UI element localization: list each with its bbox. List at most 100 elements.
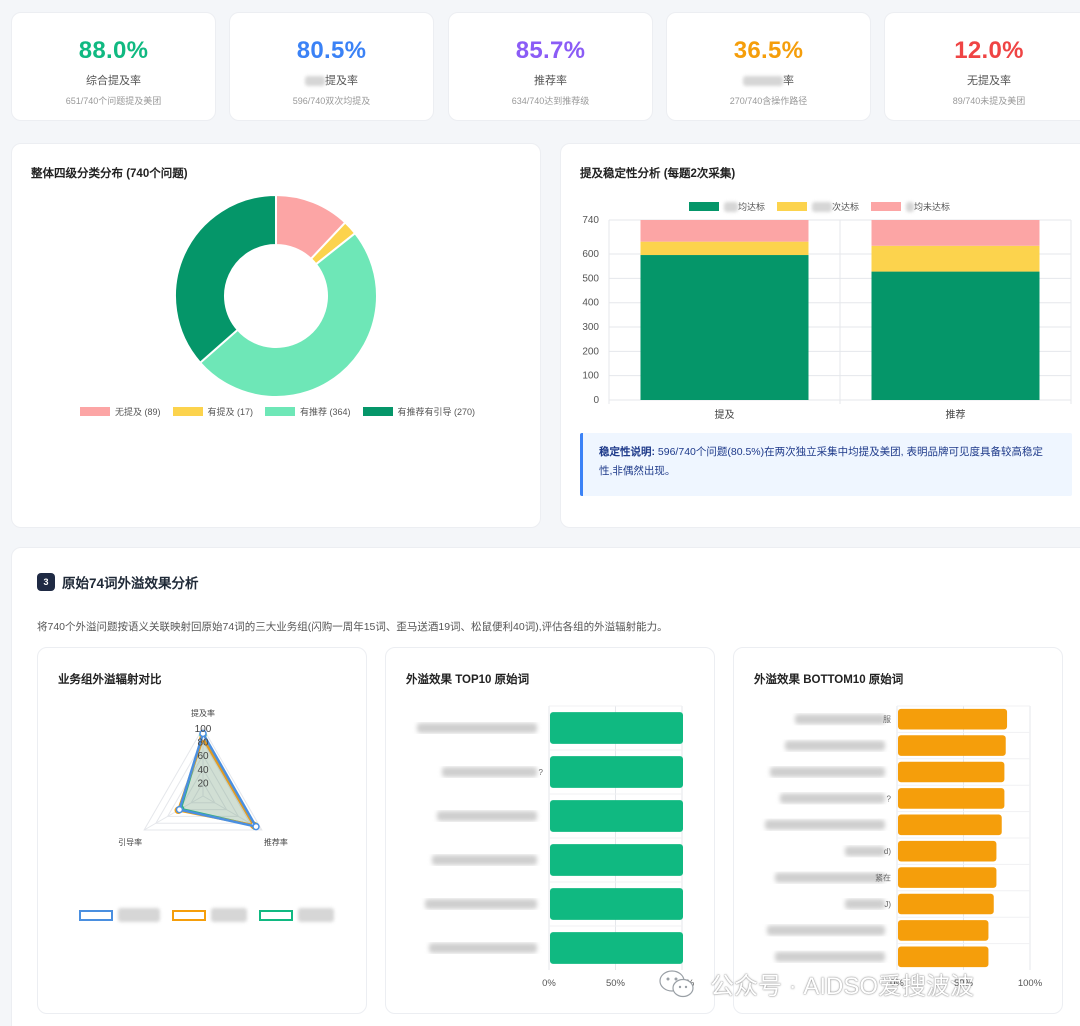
- kpi-value: 88.0%: [78, 37, 149, 64]
- legend-item: 次达标: [777, 200, 859, 213]
- legend-item: 有提及 (17): [172, 405, 254, 418]
- bar-label-fragment: ?: [539, 768, 544, 777]
- donut-slice: [198, 231, 378, 398]
- hbar: [898, 920, 989, 941]
- redacted-text: [724, 201, 738, 212]
- bar-label-fragment: J): [884, 900, 891, 909]
- kpi-sub: 596/740双次均提及: [292, 96, 371, 106]
- redacted-label: [442, 767, 537, 777]
- legend-swatch: [265, 407, 296, 416]
- y-tick-label: 100: [582, 371, 599, 382]
- kpi-sub: 651/740个问题提及美团: [65, 96, 162, 106]
- hbar: [898, 788, 1005, 809]
- radar-grid: [190, 781, 216, 804]
- kpi-card-recommend: 85.7% 推荐率 634/740达到推荐级: [448, 12, 653, 121]
- note-text: 596/740个问题(80.5%)在两次独立采集中均提及美团, 表明品牌可见度具…: [599, 446, 1043, 477]
- donut-slice: [174, 193, 277, 365]
- redacted-label: [845, 899, 885, 909]
- stack-bar-segment: [871, 271, 1040, 400]
- redacted-label: [775, 951, 885, 962]
- hbar: [550, 800, 683, 832]
- x-tick-label: 50%: [606, 978, 626, 989]
- redacted-text: [118, 908, 160, 922]
- kpi-label: 综合提及率: [86, 75, 141, 87]
- legend-swatch: [172, 407, 203, 416]
- wechat-icon: [659, 969, 694, 997]
- hbar: [898, 867, 997, 888]
- legend-swatch: [172, 909, 206, 921]
- redacted-label: [765, 819, 885, 830]
- redacted-label: [845, 846, 885, 857]
- legend-label: 有提及 (17): [207, 407, 254, 417]
- donut-card: 整体四级分类分布 (740个问题) 无提及 (89) 有提及 (17) 有推荐 …: [11, 143, 541, 528]
- radar-tick-label: 100: [195, 724, 212, 735]
- stability-card: 提及稳定性分析 (每题2次采集) 均达标 次达标 均未达标 0 100 200 300…: [560, 143, 1080, 528]
- hbar: [898, 893, 994, 915]
- kpi-sub: 89/740未提及美团: [952, 96, 1026, 106]
- redacted-text: [906, 201, 915, 212]
- stack-bar-segment: [640, 255, 809, 400]
- chart-title: 整体四级分类分布 (740个问题): [31, 168, 188, 180]
- radar-axis-label: 引导率: [118, 837, 142, 847]
- chart-title: 外溢效果 BOTTOM10 原始词: [754, 674, 904, 686]
- radar-point: [175, 805, 184, 814]
- legend-swatch: [80, 407, 110, 416]
- x-tick-label: 提及: [715, 409, 735, 421]
- radar-tick-label: 80: [197, 738, 209, 749]
- y-tick-label: 0: [593, 395, 599, 406]
- radar-grid: [178, 767, 228, 811]
- radar-tick-label: 60: [197, 751, 209, 762]
- x-tick-label: 50%: [954, 978, 974, 989]
- radar-grid: [143, 726, 263, 831]
- radar-axis-label: 推荐率: [264, 837, 288, 847]
- legend-item: [259, 908, 334, 922]
- hbar: [550, 932, 683, 964]
- radar-card: 业务组外溢辐射对比 100 80 60 40 20 提及率 推荐率 引导率: [37, 647, 367, 1014]
- y-tick-label: 600: [582, 249, 599, 260]
- legend-swatch: [777, 202, 808, 211]
- legend-label: 有推荐 (364): [300, 407, 351, 417]
- redacted-label: [429, 943, 537, 953]
- top10-card: 外溢效果 TOP10 原始词 0%50%100%?: [385, 647, 715, 1014]
- redacted-label: [775, 872, 885, 883]
- radar-spoke: [143, 795, 204, 831]
- radar-grid: [155, 740, 251, 824]
- kpi-card-mention: 88.0% 综合提及率 651/740个问题提及美团: [11, 12, 216, 121]
- kpi-card-guide: 36.5% 率 270/740含操作路径: [666, 12, 871, 121]
- section-description: 将740个外溢问题按语义关联映射回原始74词的三大业务组(闪购一周年15词、歪马…: [37, 621, 668, 633]
- redacted-text: [305, 76, 325, 87]
- y-tick-label: 200: [582, 346, 599, 357]
- legend-swatch: [259, 909, 293, 921]
- hbar: [898, 814, 1002, 836]
- radar-point: [252, 822, 260, 831]
- x-tick-label: 100%: [1018, 978, 1043, 989]
- kpi-value: 85.7%: [515, 37, 586, 64]
- kpi-value: 80.5%: [296, 37, 367, 64]
- radar-axis-label: 提及率: [191, 708, 215, 718]
- kpi-sub: 270/740含操作路径: [729, 96, 808, 106]
- watermark: 公众号 · AIDSO爱搜波波: [658, 966, 974, 1001]
- y-tick-label: 400: [582, 298, 599, 309]
- redacted-label: [770, 767, 885, 777]
- radar-series: [177, 730, 259, 829]
- legend-label: 均达标: [738, 202, 766, 212]
- redacted-label: [417, 723, 537, 733]
- stack-bar-segment: [871, 220, 1040, 246]
- bottom10-chart: 0% 50% 100% 服? d) 紧在 J): [765, 705, 1043, 989]
- legend-item: 无提及 (89): [80, 405, 161, 418]
- chart-title: 外溢效果 TOP10 原始词: [406, 674, 530, 686]
- top10-chart: 0%50%100%?: [417, 705, 695, 989]
- radar-legend: [79, 908, 346, 922]
- y-tick-label: 740: [582, 215, 599, 226]
- stack-bar-segment: [871, 245, 1040, 272]
- donut-legend: 无提及 (89) 有提及 (17) 有推荐 (364) 有推荐有引导 (270): [80, 405, 487, 418]
- x-tick-label: 0%: [542, 978, 556, 989]
- stability-note: 稳定性说明: 596/740个问题(80.5%)在两次独立采集中均提及美团, 表…: [580, 433, 1072, 496]
- redacted-text: [211, 908, 247, 922]
- section-number-badge: 3: [37, 573, 55, 591]
- x-tick-label: 0%: [890, 978, 904, 989]
- note-heading: 稳定性说明:: [599, 446, 655, 458]
- legend-item: 有推荐 (364): [265, 405, 351, 418]
- redacted-label: [437, 811, 537, 821]
